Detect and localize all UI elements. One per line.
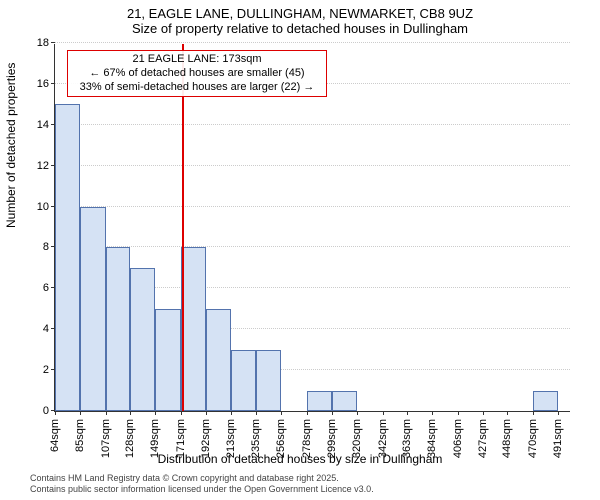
y-tick-label: 6 (43, 282, 55, 294)
plot-area: 02468101214161864sqm85sqm107sqm128sqm149… (54, 44, 570, 412)
title-line-1: 21, EAGLE LANE, DULLINGHAM, NEWMARKET, C… (0, 6, 600, 21)
y-tick-label: 18 (37, 37, 55, 49)
histogram-bar (155, 309, 181, 411)
y-tick-label: 8 (43, 241, 55, 253)
footer-line-2: Contains public sector information licen… (30, 484, 374, 496)
histogram-bar (206, 309, 231, 411)
histogram-bar (231, 350, 257, 411)
y-tick-label: 10 (37, 201, 55, 213)
x-axis-label: Distribution of detached houses by size … (0, 452, 600, 466)
annotation-line: ← 67% of detached houses are smaller (45… (74, 67, 320, 81)
reference-line (182, 44, 184, 411)
footer-line-1: Contains HM Land Registry data © Crown c… (30, 473, 374, 485)
y-tick-label: 12 (37, 160, 55, 172)
histogram-bar (55, 104, 80, 411)
footer-attribution: Contains HM Land Registry data © Crown c… (30, 473, 374, 496)
histogram-bar (130, 268, 155, 411)
y-tick-label: 2 (43, 364, 55, 376)
title-line-2: Size of property relative to detached ho… (0, 21, 600, 36)
histogram-bar (533, 391, 558, 411)
gridline (55, 246, 570, 247)
y-axis-label: Number of detached properties (4, 63, 18, 228)
y-tick-label: 4 (43, 323, 55, 335)
gridline (55, 124, 570, 125)
annotation-box: 21 EAGLE LANE: 173sqm← 67% of detached h… (67, 50, 327, 97)
x-tick-label: 85sqm (74, 415, 86, 452)
gridline (55, 42, 570, 43)
histogram-bar (80, 207, 106, 411)
histogram-bar (181, 247, 206, 411)
histogram-bar (256, 350, 281, 411)
histogram-bar (106, 247, 131, 411)
gridline (55, 165, 570, 166)
annotation-line: 21 EAGLE LANE: 173sqm (74, 53, 320, 67)
y-tick-label: 14 (37, 119, 55, 131)
histogram-bar (332, 391, 357, 411)
histogram-bar (307, 391, 332, 411)
gridline (55, 206, 570, 207)
x-tick-label: 64sqm (49, 415, 61, 452)
annotation-line: 33% of semi-detached houses are larger (… (74, 81, 320, 95)
y-tick-label: 16 (37, 78, 55, 90)
